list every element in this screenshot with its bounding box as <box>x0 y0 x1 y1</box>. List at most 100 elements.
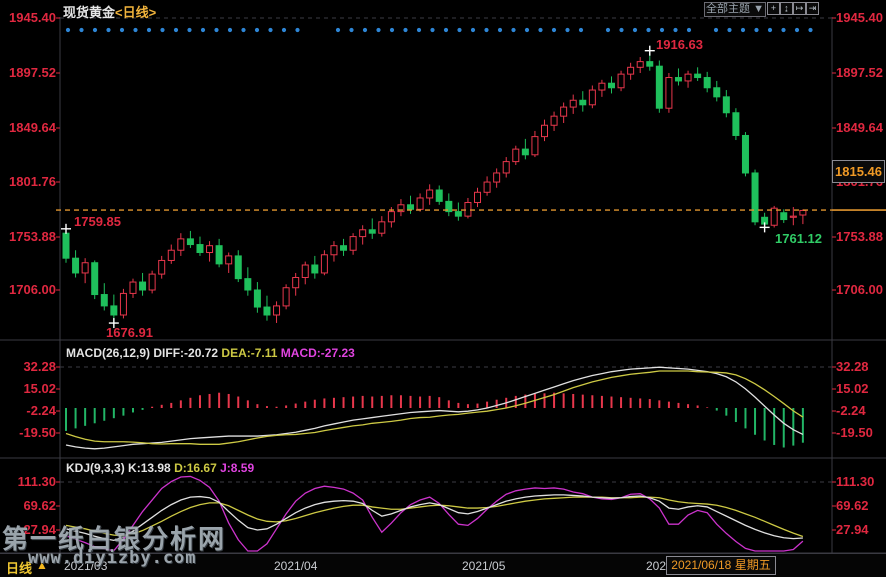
candle-body <box>177 238 185 251</box>
candle-body <box>493 172 501 183</box>
candle-body <box>435 189 443 202</box>
candle-body <box>378 221 386 234</box>
candle-body <box>206 245 214 254</box>
macd-axis-label: -2.24 <box>26 403 56 418</box>
candle-body <box>521 148 529 156</box>
event-dot <box>92 27 98 33</box>
candle-body <box>588 89 596 106</box>
candle-body <box>426 189 434 199</box>
macd-axis-label: 15.02 <box>23 381 56 396</box>
event-dot <box>335 27 341 33</box>
price-axis-label: 1945.40 <box>9 10 56 25</box>
kdj-k-value: K:13.98 <box>128 461 171 475</box>
event-dot <box>794 27 800 33</box>
theme-dropdown[interactable]: 全部主题 ▼ <box>704 2 766 17</box>
price-axis-label: 1849.64 <box>836 120 883 135</box>
candle-body <box>799 209 807 216</box>
event-dot <box>646 27 651 33</box>
event-dot <box>578 27 584 33</box>
event-dot <box>146 27 152 33</box>
candle-body <box>273 305 281 316</box>
candle-body <box>541 124 548 138</box>
price-axis-label: 1706.00 <box>836 282 883 297</box>
event-dot <box>281 27 287 33</box>
event-dot <box>808 27 813 33</box>
event-dot <box>65 27 71 33</box>
kdj-axis-label: 111.30 <box>17 474 56 489</box>
candle-body <box>454 211 462 217</box>
event-dot <box>106 27 111 33</box>
candle-body <box>607 82 615 89</box>
price-axis-label: 1849.64 <box>9 120 56 135</box>
event-dot <box>686 27 692 33</box>
month-label: 2021/03 <box>64 559 108 573</box>
pan-icon[interactable]: + <box>767 2 780 15</box>
period-arrow-icon[interactable]: ▲ <box>36 558 48 572</box>
zoom-vertical-axis-icon[interactable]: ↨ <box>780 2 793 15</box>
macd-label-row: MACD(26,12,9) DIFF:-20.72 DEA:-7.11 MACD… <box>66 346 355 360</box>
candle-body <box>148 273 156 291</box>
candle-body <box>62 232 70 259</box>
macd-axis-label: -19.50 <box>836 425 873 440</box>
price-axis-label: 1753.88 <box>836 229 883 244</box>
candle-body <box>416 197 424 210</box>
instrument-name: 现货黄金 <box>63 5 116 20</box>
event-dot <box>376 27 381 33</box>
candle-body <box>196 244 204 254</box>
candle-body <box>368 229 376 234</box>
kdj-j-line <box>65 475 804 552</box>
candle-body <box>703 77 711 89</box>
month-label: 2021/04 <box>274 559 318 573</box>
candle-body <box>253 289 261 308</box>
candle-body <box>359 229 367 238</box>
candle-body <box>320 254 328 274</box>
candle-body <box>234 255 242 280</box>
kdj-label-row: KDJ(9,3,3) K:13.98 D:16.67 J:8.59 <box>66 461 254 475</box>
kdj-axis-label: 27.94 <box>836 522 869 537</box>
price-axis-label: 1801.76 <box>9 174 56 189</box>
macd-axis-label: -19.50 <box>19 425 56 440</box>
period-switcher[interactable]: 日线 <box>6 561 33 576</box>
event-dot <box>430 27 435 33</box>
price-axis-label: 1753.88 <box>9 229 56 244</box>
kdj-j-value: J:8.59 <box>220 461 255 475</box>
candle-body <box>330 245 338 256</box>
date-badge: 2021/06/18 星期五 <box>666 556 776 575</box>
macd-diff-line <box>65 366 804 450</box>
event-dot <box>470 27 476 33</box>
price-axis-label: 1897.52 <box>836 65 883 80</box>
candle-body <box>502 161 510 174</box>
event-dot <box>173 27 179 33</box>
candle-body <box>282 287 290 307</box>
candle-body <box>741 134 749 174</box>
annotation-low: 1676.91 <box>106 325 153 340</box>
zoom-horizontal-axis-icon[interactable]: ↦ <box>793 2 806 15</box>
candle-body <box>789 215 797 218</box>
event-dot <box>187 27 192 33</box>
candle-body <box>119 292 127 316</box>
candle-body <box>167 249 175 261</box>
candle-body <box>158 259 166 275</box>
event-dot <box>740 27 746 33</box>
candle-body <box>129 281 137 294</box>
event-dot <box>524 27 530 33</box>
event-dot <box>268 27 273 33</box>
candle-body <box>244 278 252 291</box>
shift-right-icon[interactable]: ⇥ <box>806 2 819 15</box>
watermark-text: 第一纸白银分析网 <box>2 525 227 554</box>
event-dot <box>200 27 206 33</box>
event-dot <box>133 27 138 33</box>
chart-title: 现货黄金<日线> <box>63 2 156 21</box>
candle-body <box>512 148 520 163</box>
candle-body <box>732 112 740 136</box>
event-dot <box>619 27 624 33</box>
candle-body <box>225 255 233 265</box>
chevron-down-icon: ▼ <box>753 3 764 15</box>
macd-axis-label: 32.28 <box>836 359 869 374</box>
candle-body <box>387 211 395 223</box>
price-level-badge: 1815.46 <box>832 160 885 183</box>
event-dot <box>511 27 516 33</box>
event-dot <box>713 27 719 33</box>
macd-dea-line <box>65 370 804 445</box>
